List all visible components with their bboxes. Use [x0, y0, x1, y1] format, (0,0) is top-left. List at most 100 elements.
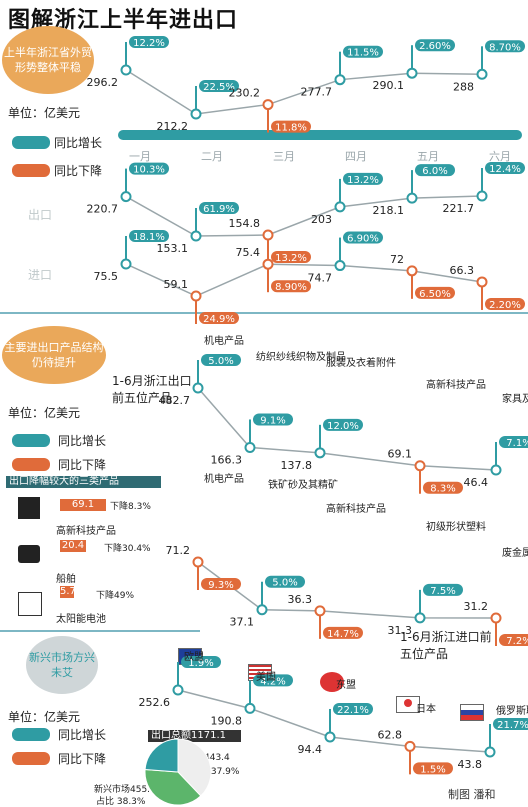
pie-slice-2 [144, 738, 179, 773]
value-label-1-4: 218.1 [373, 204, 405, 217]
section1-legend-up-swatch [12, 136, 50, 149]
category-label-5-1: 美国 [256, 670, 276, 683]
data-point-4-2 [314, 605, 326, 617]
month-label-1: 一月 [129, 150, 151, 163]
section2-export-title: 1-6月浙江出口前五位产品 [112, 374, 192, 405]
value-label-3-1: 166.3 [211, 453, 243, 466]
russia-flag-icon [460, 704, 484, 721]
change-pill-4-2 [323, 626, 363, 639]
row-export-label: 出口 [28, 208, 53, 222]
data-point-1-4 [406, 192, 418, 204]
data-point-1-3 [334, 201, 346, 213]
solar-icon [18, 592, 42, 616]
change-label-1-1: 61.9% [203, 204, 235, 215]
change-label-5-1: 4.2% [260, 676, 285, 687]
section1-legend-down-swatch [12, 164, 50, 177]
change-label-1-5: 12.4% [489, 164, 521, 175]
export-total-label: 出口总额1171.1 [148, 730, 241, 742]
value-label-4-4: 31.2 [464, 600, 489, 613]
data-point-2-4 [406, 265, 418, 277]
change-label-1-0: 10.3% [133, 165, 165, 176]
change-pill-1-4 [415, 164, 455, 177]
value-label-0-4: 290.1 [373, 79, 405, 92]
data-point-1-2 [262, 229, 274, 241]
value-label-1-2: 154.8 [229, 217, 261, 230]
month-label-4: 四月 [345, 150, 367, 163]
change-pill-1-2 [271, 251, 311, 264]
decline-2-note: 下降30.4% [104, 544, 151, 554]
emerging-share-pct: 占比 38.3% [96, 797, 146, 807]
month-label-2: 二月 [201, 150, 223, 163]
data-point-1-0 [120, 191, 132, 203]
change-label-3-3: 8.3% [430, 484, 455, 495]
change-pill-2-1 [199, 312, 239, 324]
section-divider-1 [0, 312, 528, 314]
category-label-3-0: 机电产品 [204, 334, 244, 347]
change-label-1-4: 6.0% [422, 166, 447, 177]
value-label-5-4: 43.8 [458, 758, 483, 771]
change-label-1-2: 13.2% [275, 253, 307, 264]
section2-badge: 主要进出口产品结构仍待提升 [2, 326, 106, 384]
emerging-share-label: 新兴市场455.6 [94, 782, 156, 795]
change-label-2-0: 18.1% [133, 232, 165, 243]
month-label-3: 三月 [273, 150, 295, 163]
section-divider-2 [0, 630, 200, 632]
category-label-3-2: 服装及衣着附件 [326, 356, 396, 369]
value-label-5-1: 190.8 [211, 714, 243, 727]
value-label-1-5: 221.7 [443, 202, 475, 215]
change-pill-1-1 [199, 202, 239, 214]
section2-legend-up-label: 同比增长 [58, 434, 107, 448]
change-label-4-0: 9.3% [208, 580, 233, 591]
data-point-4-1 [256, 604, 268, 616]
data-point-2-2 [262, 258, 274, 270]
data-point-0-2 [262, 99, 274, 111]
decline-2-value: 20.4 [60, 540, 86, 552]
value-label-2-2: 75.4 [236, 246, 261, 259]
value-label-3-2: 137.8 [281, 459, 313, 472]
section3-legend-down-swatch [12, 752, 50, 765]
value-label-4-3: 31.3 [388, 624, 413, 637]
change-pill-2-5 [485, 297, 525, 310]
change-label-3-1: 9.1% [260, 415, 285, 426]
change-label-4-3: 7.5% [430, 586, 455, 597]
section2-import-title: 1-6月浙江进口前五位产品 [400, 630, 492, 661]
change-pill-4-0 [201, 578, 241, 590]
data-point-2-3 [334, 260, 346, 272]
category-label-4-1: 铁矿砂及其精矿 [268, 478, 338, 491]
pie-slice-1 [144, 768, 202, 805]
month-labels: 一月 二月 三月 四月 五月 六月 [118, 148, 522, 164]
pie-slice-0 [177, 738, 212, 797]
data-point-5-2 [324, 731, 336, 743]
change-pill-0-1 [199, 80, 239, 92]
data-point-0-1 [190, 108, 202, 120]
change-pill-0-5 [485, 40, 525, 53]
change-label-5-4: 21.7% [497, 720, 528, 731]
category-label-4-3: 初级形状塑料 [426, 520, 486, 533]
category-label-3-3: 高新科技产品 [426, 378, 486, 391]
data-point-0-0 [120, 64, 132, 76]
change-pill-5-0 [181, 656, 221, 668]
change-label-5-0: 1.9% [188, 658, 213, 669]
change-pill-2-3 [343, 231, 383, 244]
change-label-2-4: 6.50% [419, 289, 451, 300]
change-pill-3-2 [323, 418, 363, 431]
category-label-4-4: 废金属 [502, 546, 528, 559]
value-label-1-1: 153.1 [157, 242, 189, 255]
value-label-4-0: 71.2 [166, 544, 191, 557]
month-label-6: 六月 [489, 150, 511, 163]
change-pill-1-5 [485, 162, 525, 174]
section1-badge: 上半年浙江省外贸形势整体平稳 [2, 26, 94, 94]
change-label-4-4: 7.2% [506, 636, 528, 647]
value-label-3-4: 46.4 [464, 476, 489, 489]
change-pill-0-4 [415, 39, 455, 52]
hitech-icon [18, 497, 40, 519]
data-point-4-4 [490, 612, 502, 624]
data-point-1-5 [476, 190, 488, 202]
value-label-0-2: 230.2 [229, 87, 261, 100]
decline-1-value: 69.1 [60, 499, 106, 511]
value-label-5-2: 94.4 [298, 743, 323, 756]
change-pill-4-3 [423, 583, 463, 596]
change-label-3-2: 12.0% [327, 421, 359, 432]
